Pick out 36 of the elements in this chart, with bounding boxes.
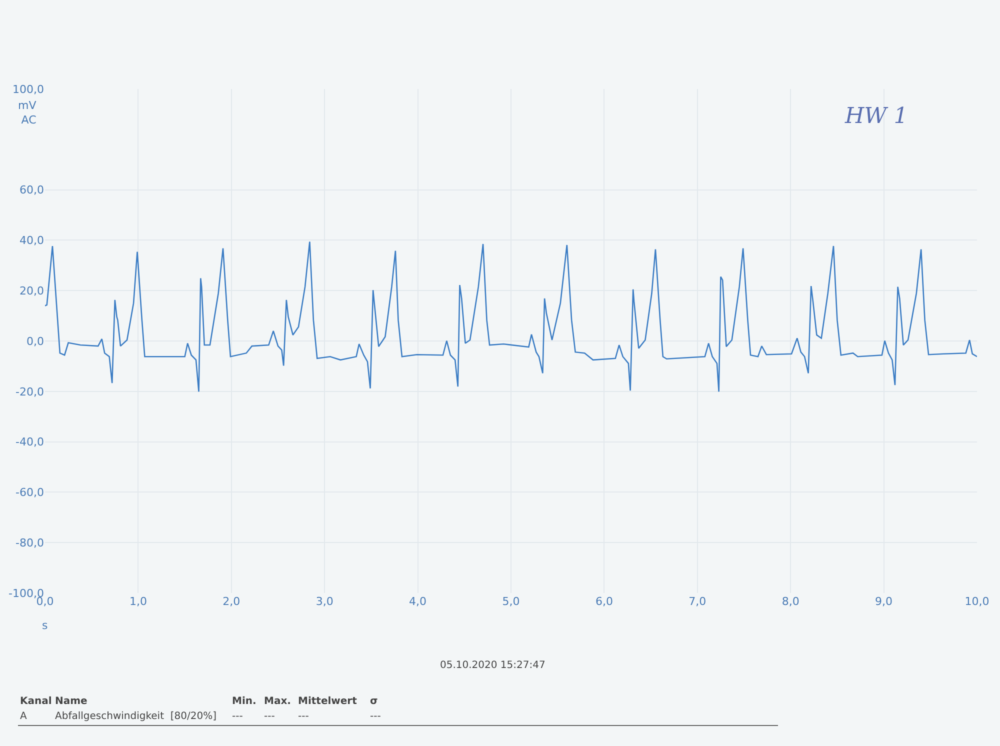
x-tick-label: 10,0 bbox=[964, 595, 990, 608]
y-tick-label: -80,0 bbox=[16, 536, 44, 550]
text: --- bbox=[232, 711, 243, 722]
text: --- bbox=[370, 711, 381, 722]
x-tick-label: 2,0 bbox=[222, 595, 240, 608]
y-tick-label: -60,0 bbox=[16, 486, 44, 500]
line-series bbox=[45, 241, 977, 392]
text: Max. bbox=[264, 696, 291, 707]
text: --- bbox=[264, 711, 275, 722]
text: Min. bbox=[232, 696, 256, 707]
x-tick-label: 9,0 bbox=[875, 595, 893, 608]
x-tick-label: 5,0 bbox=[502, 595, 520, 608]
y-tick-label: 40,0 bbox=[20, 234, 44, 248]
text: Name bbox=[55, 696, 88, 707]
y-tick-label: -40,0 bbox=[16, 436, 44, 449]
y-tick-label: -20,0 bbox=[16, 385, 44, 398]
x-tick-label: 1,0 bbox=[129, 595, 147, 608]
text: Abfallgeschwindigkeit [80/20%] bbox=[55, 711, 216, 722]
x-tick-label: 3,0 bbox=[316, 595, 334, 608]
text: Kanal bbox=[20, 696, 52, 707]
text: --- bbox=[298, 711, 309, 722]
x-tick-label: 8,0 bbox=[782, 595, 800, 608]
x-tick-label: 4,0 bbox=[409, 595, 427, 608]
y-tick-label: 100,0 bbox=[12, 82, 44, 96]
text: Mittelwert bbox=[298, 696, 357, 707]
text: 05.10.2020 15:27:47 bbox=[440, 660, 546, 671]
y-tick-label: 0,0 bbox=[26, 334, 44, 348]
y-tick-label: 20,0 bbox=[20, 284, 44, 298]
y-axis-title: mV AC bbox=[18, 99, 37, 126]
y-tick-label: 60,0 bbox=[20, 184, 44, 197]
annotation: HW 1 bbox=[845, 104, 908, 129]
text: σ bbox=[370, 696, 378, 707]
x-tick-label: 6,0 bbox=[595, 595, 613, 608]
x-tick-label: 7,0 bbox=[688, 595, 706, 608]
text: A bbox=[20, 711, 27, 722]
x-axis-title: s bbox=[42, 619, 48, 632]
